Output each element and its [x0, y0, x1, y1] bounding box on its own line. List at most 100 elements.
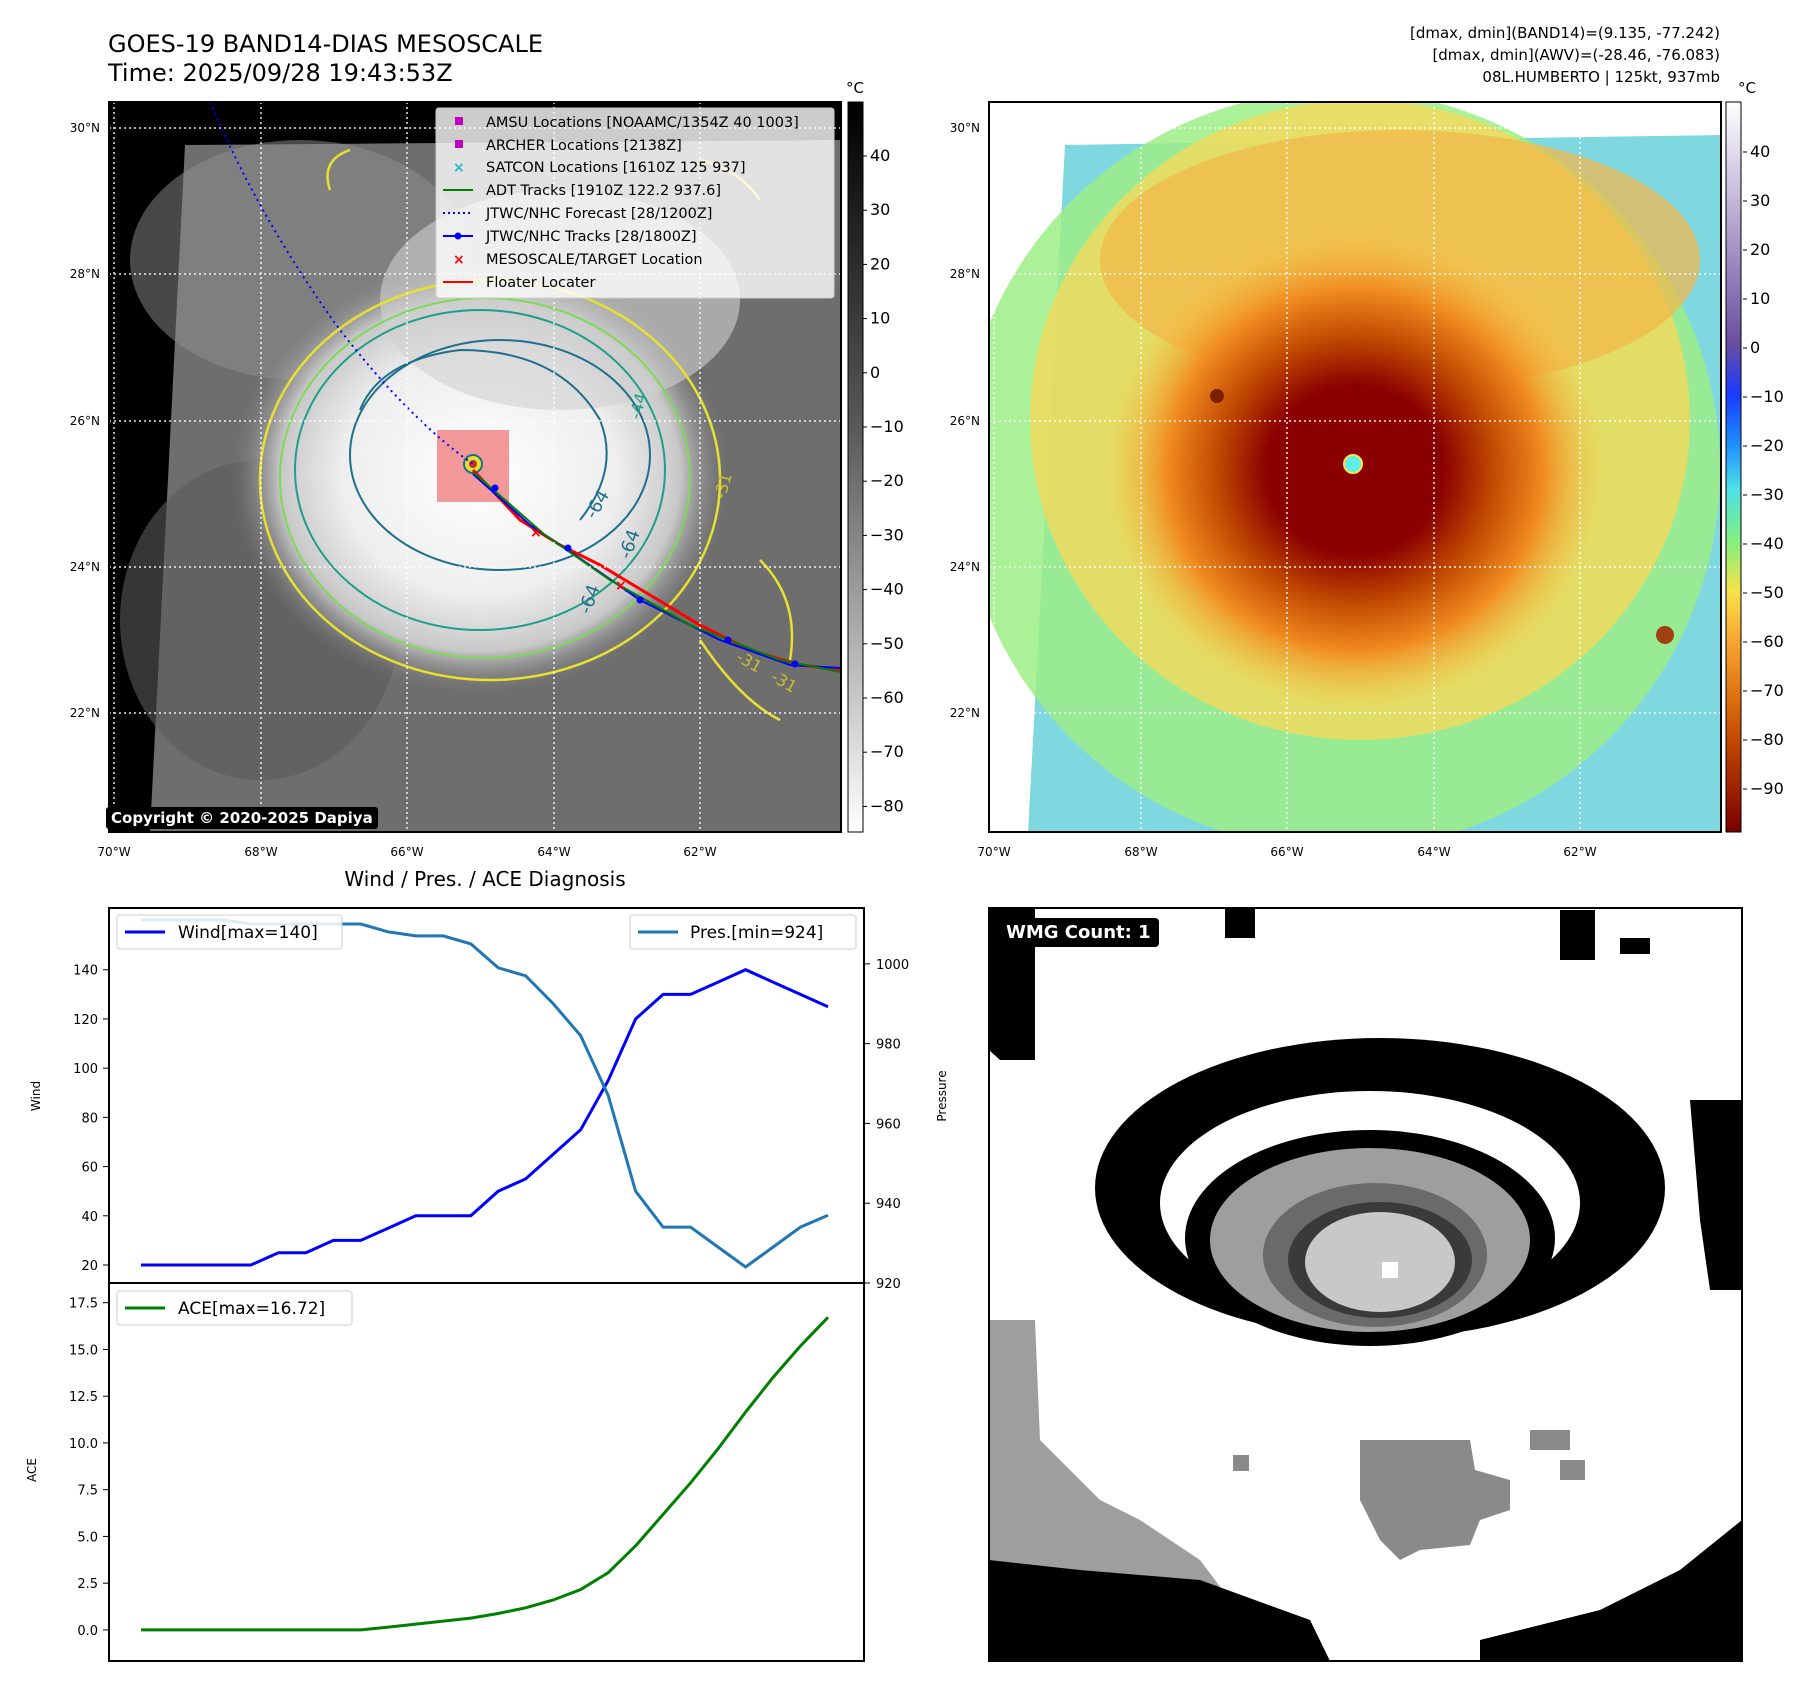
- ace-legend-label: ACE[max=16.72]: [178, 1299, 325, 1319]
- pressure-ticks: 920 940 960 980 1000: [864, 958, 909, 1292]
- svg-text:×: ×: [530, 525, 542, 541]
- legend-label: JTWC/NHC Tracks [28/1800Z]: [485, 229, 697, 245]
- wmg-grey-blob: [1360, 1440, 1510, 1560]
- awv-map-panel: [989, 102, 1721, 832]
- ace-frame: [108, 1282, 865, 1662]
- colorbar-tick-label: −70: [870, 742, 904, 761]
- stats-line-2: [dmax, dmin](AWV)=(-28.46, -76.083): [1432, 46, 1720, 64]
- legend-label: MESOSCALE/TARGET Location: [486, 252, 703, 268]
- legend-label: JTWC/NHC Forecast [28/1200Z]: [485, 206, 712, 222]
- legend-marker-x: ×: [453, 252, 465, 268]
- ace-tick-label: 12.5: [69, 1390, 98, 1405]
- wind-tick-label: 40: [81, 1210, 98, 1225]
- lat-label: 24°N: [950, 560, 980, 574]
- adt-track: [472, 471, 841, 673]
- lon-label: 68°W: [1124, 845, 1157, 859]
- lat-label: 26°N: [950, 414, 980, 428]
- wmg-panel: [989, 908, 1742, 1661]
- colorbar-tick-label: 0: [870, 363, 880, 382]
- colorbar-tick-label: 40: [1750, 142, 1770, 161]
- lon-label: 68°W: [244, 845, 277, 859]
- wind-tick-label: 60: [81, 1161, 98, 1176]
- colorbar-tick-label: 30: [870, 200, 890, 219]
- lat-label: 30°N: [950, 121, 980, 135]
- ir-lon-labels: 70°W 68°W 66°W 64°W 62°W: [97, 845, 716, 859]
- lat-label: 28°N: [70, 267, 100, 281]
- legend-label: AMSU Locations [NOAAMC/1354Z 40 1003]: [486, 115, 799, 131]
- wind-legend: Wind[max=140]: [116, 914, 343, 950]
- colorbar-tick-label: 20: [870, 254, 890, 273]
- awv-storm-eye: [1343, 454, 1363, 474]
- awv-colorbar: [1725, 101, 1742, 833]
- lon-label: 66°W: [390, 845, 423, 859]
- title-line-1: GOES-19 BAND14-DIAS MESOSCALE: [108, 30, 543, 58]
- ace-tick-label: 17.5: [69, 1297, 98, 1312]
- pressure-tick-label: 1000: [876, 958, 909, 973]
- colorbar-tick-label: −80: [870, 796, 904, 815]
- lat-label: 24°N: [70, 560, 100, 574]
- ace-tick-label: 10.0: [69, 1437, 98, 1452]
- contour-teal: [294, 309, 666, 631]
- lon-label: 70°W: [97, 845, 130, 859]
- ace-tick-label: 5.0: [77, 1530, 98, 1545]
- legend-marker-x: ×: [453, 160, 465, 176]
- colorbar-tick-label: −90: [1750, 779, 1784, 798]
- lat-label: 30°N: [70, 121, 100, 135]
- wmg-eye: [1305, 1212, 1455, 1312]
- colorbar-tick-label: −20: [870, 471, 904, 490]
- colorbar-tick-label: −10: [1750, 387, 1784, 406]
- pressure-legend: Pres.[min=924]: [629, 914, 857, 950]
- wind-pressure-frame: [108, 907, 865, 1284]
- lat-label: 22°N: [950, 706, 980, 720]
- colorbar-tick-label: −50: [1750, 583, 1784, 602]
- legend-label: ADT Tracks [1910Z 122.2 937.6]: [486, 183, 721, 199]
- lat-label: 28°N: [950, 267, 980, 281]
- pressure-axis-label: Pressure: [935, 1070, 949, 1121]
- lon-label: 70°W: [977, 845, 1010, 859]
- ir-map-frame: [108, 101, 842, 833]
- pressure-tick-label: 980: [876, 1038, 901, 1053]
- ace-ticks: 0.0 2.5 5.0 7.5 10.0 12.5 15.0 17.5: [69, 1297, 109, 1639]
- pressure-tick-label: 920: [876, 1277, 901, 1292]
- wind-legend-label: Wind[max=140]: [178, 923, 318, 943]
- colorbar-tick-label: −10: [870, 417, 904, 436]
- wind-tick-label: 100: [73, 1062, 98, 1077]
- legend-label: Floater Locater: [486, 275, 595, 291]
- wmg-count-badge: WMG Count: 1: [998, 918, 1159, 947]
- ace-series-line: [141, 1316, 830, 1632]
- contour-darkteal: [349, 339, 651, 571]
- diagnosis-title: Wind / Pres. / ACE Diagnosis: [344, 867, 625, 891]
- colorbar-tick-label: −60: [870, 688, 904, 707]
- ir-colorbar: [847, 101, 864, 833]
- colorbar-tick-label: −40: [1750, 534, 1784, 553]
- ir-lat-labels: 30°N 28°N 26°N 24°N 22°N: [70, 121, 100, 720]
- lon-label: 64°W: [1417, 845, 1450, 859]
- lat-label: 26°N: [70, 414, 100, 428]
- wind-tick-label: 80: [81, 1111, 98, 1126]
- pressure-tick-label: 940: [876, 1197, 901, 1212]
- ace-axis-label: ACE: [25, 1458, 39, 1482]
- colorbar-tick-label: −20: [1750, 436, 1784, 455]
- colorbar-tick-label: −40: [870, 580, 904, 599]
- title-line-2: Time: 2025/09/28 19:43:53Z: [107, 59, 453, 87]
- legend-marker-square: [455, 117, 463, 125]
- ace-legend: ACE[max=16.72]: [116, 1290, 353, 1326]
- ace-tick-label: 15.0: [69, 1343, 98, 1358]
- lat-label: 22°N: [70, 706, 100, 720]
- colorbar-tick-label: 30: [1750, 191, 1770, 210]
- ir-legend: AMSU Locations [NOAAMC/1354Z 40 1003] AR…: [435, 107, 835, 299]
- colorbar-tick-label: 10: [1750, 289, 1770, 308]
- wind-tick-label: 20: [81, 1259, 98, 1274]
- legend-label: SATCON Locations [1610Z 125 937]: [486, 160, 745, 176]
- wind-ticks: 20 40 60 80 100 120 140: [73, 964, 109, 1274]
- stats-line-1: [dmax, dmin](BAND14)=(9.135, -77.242): [1410, 24, 1720, 42]
- lon-label: 64°W: [537, 845, 570, 859]
- copyright-badge: Copyright © 2020-2025 Dapiya: [106, 807, 378, 829]
- pressure-tick-label: 960: [876, 1117, 901, 1132]
- ir-colorbar-unit: °C: [846, 79, 864, 97]
- ace-tick-label: 7.5: [77, 1484, 98, 1499]
- wind-tick-label: 120: [73, 1013, 98, 1028]
- colorbar-tick-label: 10: [870, 309, 890, 328]
- wind-tick-label: 140: [73, 964, 98, 979]
